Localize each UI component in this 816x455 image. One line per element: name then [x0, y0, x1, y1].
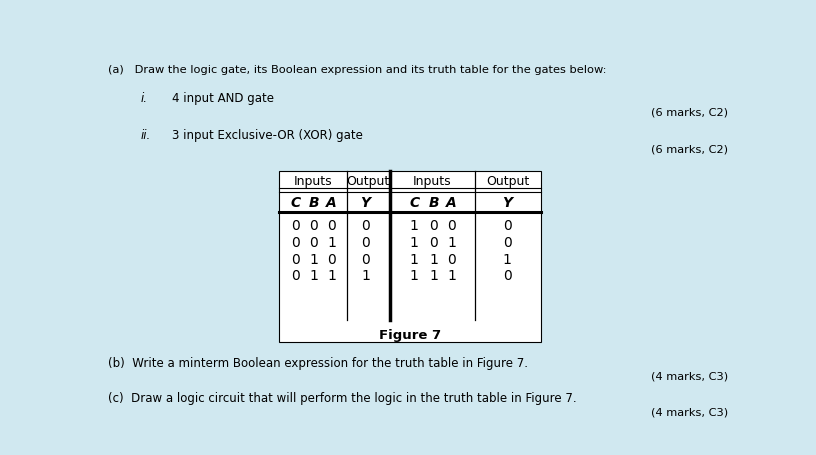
Text: 0: 0 [361, 235, 370, 249]
Text: 1: 1 [447, 269, 456, 283]
Text: 0: 0 [429, 218, 438, 232]
Text: 0: 0 [447, 218, 456, 232]
Text: 1: 1 [410, 218, 419, 232]
Text: 1: 1 [410, 252, 419, 266]
Text: 0: 0 [291, 235, 300, 249]
Text: Inputs: Inputs [413, 175, 451, 188]
Text: 0: 0 [309, 235, 318, 249]
Text: Figure 7: Figure 7 [379, 328, 441, 341]
Text: 0: 0 [291, 252, 300, 266]
Text: 0: 0 [361, 252, 370, 266]
Text: C: C [290, 195, 301, 209]
Text: 1: 1 [309, 269, 318, 283]
Bar [279, 172, 541, 342]
Text: (6 marks, C2): (6 marks, C2) [651, 144, 728, 154]
Text: 0: 0 [503, 218, 512, 232]
Text: (c)  Draw a logic circuit that will perform the logic in the truth table in Figu: (c) Draw a logic circuit that will perfo… [109, 391, 577, 404]
Text: 3 input Exclusive-OR (XOR) gate: 3 input Exclusive-OR (XOR) gate [171, 128, 362, 142]
Text: i.: i. [140, 91, 148, 105]
Text: C: C [410, 195, 419, 209]
Text: 0: 0 [361, 218, 370, 232]
Text: Output: Output [486, 175, 530, 188]
Text: (4 marks, C3): (4 marks, C3) [651, 371, 728, 381]
Text: Output: Output [347, 175, 390, 188]
Text: 1: 1 [447, 235, 456, 249]
Text: 4 input AND gate: 4 input AND gate [171, 91, 273, 105]
Text: 1: 1 [410, 235, 419, 249]
Text: ii.: ii. [140, 128, 151, 142]
Text: 1: 1 [429, 252, 438, 266]
Text: 1: 1 [309, 252, 318, 266]
Text: 0: 0 [291, 269, 300, 283]
Text: Y: Y [361, 195, 370, 209]
Text: Y: Y [503, 195, 512, 209]
Text: 1: 1 [361, 269, 370, 283]
Text: 0: 0 [327, 218, 335, 232]
Text: A: A [326, 195, 337, 209]
Text: 1: 1 [503, 252, 512, 266]
Text: 0: 0 [291, 218, 300, 232]
Text: 0: 0 [447, 252, 456, 266]
Text: B: B [428, 195, 439, 209]
Text: 1: 1 [410, 269, 419, 283]
Text: A: A [446, 195, 457, 209]
Text: (6 marks, C2): (6 marks, C2) [651, 107, 728, 117]
Text: 0: 0 [309, 218, 318, 232]
Text: 1: 1 [327, 269, 336, 283]
Text: (b)  Write a minterm Boolean expression for the truth table in Figure 7.: (b) Write a minterm Boolean expression f… [109, 356, 528, 369]
Text: (4 marks, C3): (4 marks, C3) [651, 406, 728, 416]
Text: 0: 0 [503, 235, 512, 249]
Text: 0: 0 [327, 252, 335, 266]
Text: (a)   Draw the logic gate, its Boolean expression and its truth table for the ga: (a) Draw the logic gate, its Boolean exp… [109, 66, 607, 76]
Text: 0: 0 [503, 269, 512, 283]
Text: B: B [308, 195, 319, 209]
Text: 1: 1 [429, 269, 438, 283]
Text: 1: 1 [327, 235, 336, 249]
Text: Inputs: Inputs [294, 175, 332, 188]
Text: 0: 0 [429, 235, 438, 249]
